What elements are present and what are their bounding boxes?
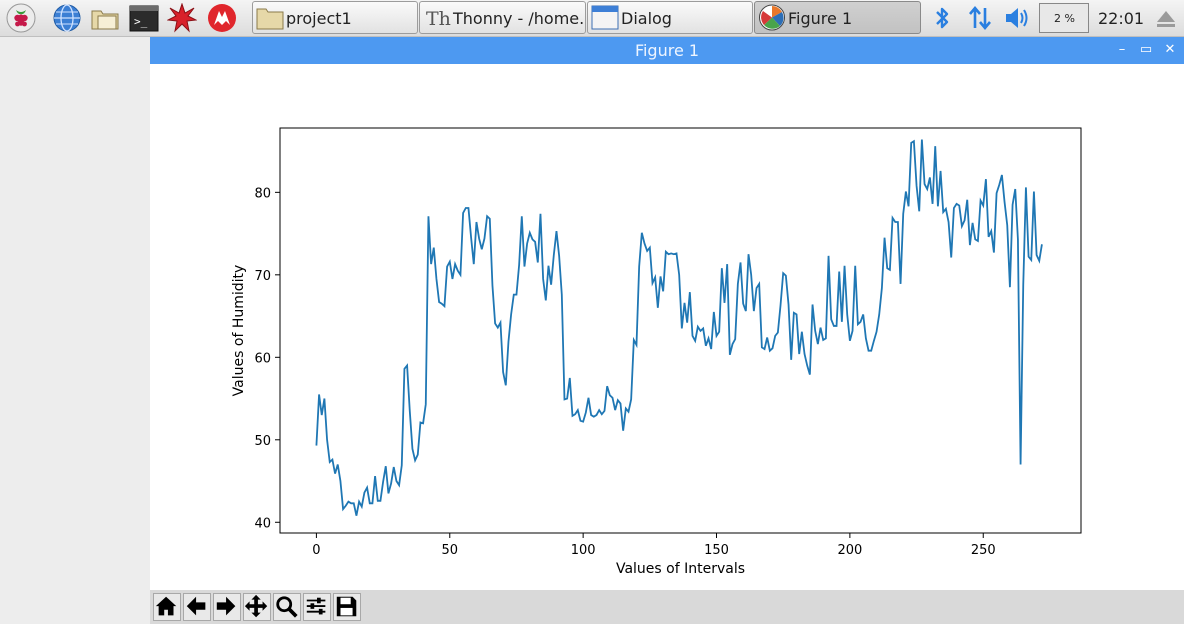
plot-area <box>279 127 1082 534</box>
back-icon <box>186 596 206 616</box>
save-icon <box>336 596 357 617</box>
y-tick-label: 80 <box>254 186 271 201</box>
x-tick-label: 100 <box>571 543 596 558</box>
close-icon[interactable]: ✕ <box>1164 42 1176 57</box>
y-tick-label: 50 <box>254 434 271 449</box>
volume-icon[interactable] <box>1003 3 1033 33</box>
x-tick-label: 200 <box>837 543 862 558</box>
minimize-icon[interactable]: – <box>1118 42 1126 57</box>
thonny-icon: Th <box>426 8 451 30</box>
cpu-monitor: 2 % <box>1039 3 1089 33</box>
pan-icon <box>244 594 268 618</box>
cpu-usage: 2 % <box>1054 12 1075 25</box>
network-icon[interactable] <box>965 3 995 33</box>
window-icon <box>591 5 619 30</box>
humidity-series-line <box>315 139 1043 516</box>
task-project1[interactable]: project1 <box>252 1 418 34</box>
terminal-icon[interactable]: >_ <box>129 3 159 33</box>
folder-icon <box>256 8 284 30</box>
save-button[interactable] <box>333 593 361 621</box>
y-axis-label: Values of Humidity <box>231 265 247 397</box>
x-tick-label: 50 <box>442 543 459 558</box>
wolfram-icon[interactable] <box>207 3 237 33</box>
maximize-icon[interactable]: ▭ <box>1139 42 1153 57</box>
task-label: project1 <box>286 9 352 28</box>
y-tick-label: 40 <box>254 516 271 531</box>
navigation-toolbar <box>150 590 1184 624</box>
home-icon <box>155 596 177 616</box>
zoom-icon <box>276 596 298 618</box>
window-title: Figure 1 <box>634 41 700 60</box>
configure-subplots-button[interactable] <box>303 593 331 621</box>
forward-icon <box>216 596 236 616</box>
forward-button[interactable] <box>213 593 241 621</box>
back-button[interactable] <box>183 593 211 621</box>
file-manager-icon[interactable] <box>90 3 120 33</box>
taskbar: >_ project1 Th Thonny - /home... Dialog <box>0 0 1184 37</box>
task-thonny[interactable]: Th Thonny - /home... <box>419 1 586 34</box>
raspberry-menu-icon[interactable] <box>6 3 36 33</box>
task-label: Dialog <box>621 9 672 28</box>
zoom-button[interactable] <box>273 593 301 621</box>
x-axis: 0 50 100 150 200 250 <box>312 533 996 558</box>
x-axis-label: Values of Intervals <box>616 561 745 577</box>
bluetooth-icon[interactable] <box>927 3 957 33</box>
task-label: Figure 1 <box>788 9 853 28</box>
x-tick-label: 0 <box>312 543 320 558</box>
pan-button[interactable] <box>243 593 271 621</box>
x-tick-label: 150 <box>704 543 729 558</box>
window-titlebar[interactable]: Figure 1 – ▭ ✕ <box>150 37 1184 64</box>
figure-canvas[interactable]: 0 50 100 150 200 250 40 50 60 70 80 Values of Int… <box>150 64 1184 590</box>
clock[interactable]: 22:01 <box>1098 9 1145 28</box>
task-dialog[interactable]: Dialog <box>587 1 753 34</box>
svg-text:>_: >_ <box>134 15 148 28</box>
y-tick-label: 60 <box>254 351 271 366</box>
svg-text:Th: Th <box>426 8 451 30</box>
line-chart: 0 50 100 150 200 250 40 50 60 70 80 Values of Int… <box>231 127 1082 577</box>
eject-icon[interactable] <box>1151 3 1181 33</box>
y-axis: 40 50 60 70 80 <box>254 186 280 531</box>
task-figure1[interactable]: Figure 1 <box>754 1 921 34</box>
mathematica-icon[interactable] <box>167 3 197 33</box>
desktop-background <box>0 37 150 624</box>
web-browser-icon[interactable] <box>52 3 82 33</box>
configure-subplots-icon <box>306 597 326 615</box>
task-label: Thonny - /home... <box>453 9 586 28</box>
home-button[interactable] <box>153 593 181 621</box>
x-tick-label: 250 <box>971 543 996 558</box>
matplotlib-icon <box>759 4 785 31</box>
y-tick-label: 70 <box>254 269 271 284</box>
